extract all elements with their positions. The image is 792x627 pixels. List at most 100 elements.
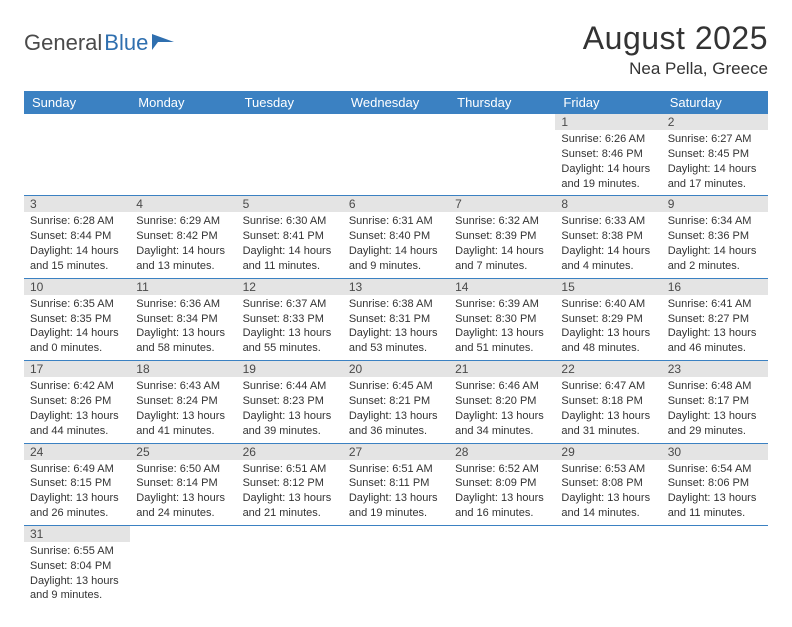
sunset-text: Sunset: 8:30 PM [455, 312, 549, 327]
day-content: Sunrise: 6:37 AMSunset: 8:33 PMDaylight:… [237, 295, 343, 360]
sunrise-text: Sunrise: 6:52 AM [455, 462, 549, 477]
header: GeneralBlue August 2025 Nea Pella, Greec… [24, 20, 768, 79]
calendar-cell: 11Sunrise: 6:36 AMSunset: 8:34 PMDayligh… [130, 278, 236, 360]
sunset-text: Sunset: 8:20 PM [455, 394, 549, 409]
sunset-text: Sunset: 8:23 PM [243, 394, 337, 409]
daylight-text: Daylight: 13 hours and 51 minutes. [455, 326, 549, 356]
day-number: 11 [130, 279, 236, 295]
daylight-text: Daylight: 14 hours and 19 minutes. [561, 162, 655, 192]
calendar-cell: 8Sunrise: 6:33 AMSunset: 8:38 PMDaylight… [555, 196, 661, 278]
daylight-text: Daylight: 13 hours and 34 minutes. [455, 409, 549, 439]
day-number: 19 [237, 361, 343, 377]
sunrise-text: Sunrise: 6:31 AM [349, 214, 443, 229]
calendar-cell: 12Sunrise: 6:37 AMSunset: 8:33 PMDayligh… [237, 278, 343, 360]
day-number: 31 [24, 526, 130, 542]
calendar-cell: 26Sunrise: 6:51 AMSunset: 8:12 PMDayligh… [237, 443, 343, 525]
day-number: 22 [555, 361, 661, 377]
calendar-cell: 7Sunrise: 6:32 AMSunset: 8:39 PMDaylight… [449, 196, 555, 278]
day-content: Sunrise: 6:51 AMSunset: 8:12 PMDaylight:… [237, 460, 343, 525]
calendar-cell: 13Sunrise: 6:38 AMSunset: 8:31 PMDayligh… [343, 278, 449, 360]
calendar-cell: 27Sunrise: 6:51 AMSunset: 8:11 PMDayligh… [343, 443, 449, 525]
day-number: 30 [662, 444, 768, 460]
daylight-text: Daylight: 14 hours and 0 minutes. [30, 326, 124, 356]
daylight-text: Daylight: 13 hours and 44 minutes. [30, 409, 124, 439]
day-number: 7 [449, 196, 555, 212]
day-number: 15 [555, 279, 661, 295]
daylight-text: Daylight: 14 hours and 17 minutes. [668, 162, 762, 192]
sunrise-text: Sunrise: 6:46 AM [455, 379, 549, 394]
calendar-cell: 17Sunrise: 6:42 AMSunset: 8:26 PMDayligh… [24, 361, 130, 443]
day-number: 2 [662, 114, 768, 130]
calendar-cell: 31Sunrise: 6:55 AMSunset: 8:04 PMDayligh… [24, 525, 130, 607]
day-number: 6 [343, 196, 449, 212]
sunset-text: Sunset: 8:18 PM [561, 394, 655, 409]
day-header: Thursday [449, 91, 555, 114]
calendar-cell [343, 525, 449, 607]
calendar-cell: 1Sunrise: 6:26 AMSunset: 8:46 PMDaylight… [555, 114, 661, 196]
day-number: 21 [449, 361, 555, 377]
day-content: Sunrise: 6:27 AMSunset: 8:45 PMDaylight:… [662, 130, 768, 195]
daylight-text: Daylight: 13 hours and 48 minutes. [561, 326, 655, 356]
sunset-text: Sunset: 8:26 PM [30, 394, 124, 409]
calendar-cell [555, 525, 661, 607]
calendar-cell [24, 114, 130, 196]
sunset-text: Sunset: 8:38 PM [561, 229, 655, 244]
calendar-cell: 20Sunrise: 6:45 AMSunset: 8:21 PMDayligh… [343, 361, 449, 443]
day-content: Sunrise: 6:38 AMSunset: 8:31 PMDaylight:… [343, 295, 449, 360]
day-header: Tuesday [237, 91, 343, 114]
calendar-cell: 6Sunrise: 6:31 AMSunset: 8:40 PMDaylight… [343, 196, 449, 278]
day-content: Sunrise: 6:30 AMSunset: 8:41 PMDaylight:… [237, 212, 343, 277]
day-number: 18 [130, 361, 236, 377]
daylight-text: Daylight: 13 hours and 19 minutes. [349, 491, 443, 521]
sunset-text: Sunset: 8:06 PM [668, 476, 762, 491]
day-content: Sunrise: 6:33 AMSunset: 8:38 PMDaylight:… [555, 212, 661, 277]
sunset-text: Sunset: 8:42 PM [136, 229, 230, 244]
day-number: 20 [343, 361, 449, 377]
sunrise-text: Sunrise: 6:51 AM [349, 462, 443, 477]
sunrise-text: Sunrise: 6:37 AM [243, 297, 337, 312]
daylight-text: Daylight: 14 hours and 9 minutes. [349, 244, 443, 274]
calendar-cell [343, 114, 449, 196]
calendar-cell [130, 525, 236, 607]
sunset-text: Sunset: 8:15 PM [30, 476, 124, 491]
sunrise-text: Sunrise: 6:33 AM [561, 214, 655, 229]
day-content: Sunrise: 6:28 AMSunset: 8:44 PMDaylight:… [24, 212, 130, 277]
sunset-text: Sunset: 8:35 PM [30, 312, 124, 327]
logo-word-general: General [24, 30, 102, 56]
day-content: Sunrise: 6:32 AMSunset: 8:39 PMDaylight:… [449, 212, 555, 277]
calendar-cell: 21Sunrise: 6:46 AMSunset: 8:20 PMDayligh… [449, 361, 555, 443]
day-content: Sunrise: 6:40 AMSunset: 8:29 PMDaylight:… [555, 295, 661, 360]
day-header: Sunday [24, 91, 130, 114]
sunrise-text: Sunrise: 6:26 AM [561, 132, 655, 147]
day-content: Sunrise: 6:55 AMSunset: 8:04 PMDaylight:… [24, 542, 130, 607]
calendar-cell: 3Sunrise: 6:28 AMSunset: 8:44 PMDaylight… [24, 196, 130, 278]
day-header: Monday [130, 91, 236, 114]
daylight-text: Daylight: 13 hours and 11 minutes. [668, 491, 762, 521]
sunrise-text: Sunrise: 6:35 AM [30, 297, 124, 312]
day-number: 9 [662, 196, 768, 212]
sunset-text: Sunset: 8:08 PM [561, 476, 655, 491]
day-number: 13 [343, 279, 449, 295]
day-content: Sunrise: 6:34 AMSunset: 8:36 PMDaylight:… [662, 212, 768, 277]
calendar-cell: 4Sunrise: 6:29 AMSunset: 8:42 PMDaylight… [130, 196, 236, 278]
calendar-cell: 29Sunrise: 6:53 AMSunset: 8:08 PMDayligh… [555, 443, 661, 525]
calendar-cell: 19Sunrise: 6:44 AMSunset: 8:23 PMDayligh… [237, 361, 343, 443]
calendar-week-row: 24Sunrise: 6:49 AMSunset: 8:15 PMDayligh… [24, 443, 768, 525]
calendar-cell [662, 525, 768, 607]
day-number: 29 [555, 444, 661, 460]
sunrise-text: Sunrise: 6:40 AM [561, 297, 655, 312]
calendar-cell: 30Sunrise: 6:54 AMSunset: 8:06 PMDayligh… [662, 443, 768, 525]
day-content: Sunrise: 6:46 AMSunset: 8:20 PMDaylight:… [449, 377, 555, 442]
day-number: 4 [130, 196, 236, 212]
calendar-cell: 2Sunrise: 6:27 AMSunset: 8:45 PMDaylight… [662, 114, 768, 196]
day-content: Sunrise: 6:49 AMSunset: 8:15 PMDaylight:… [24, 460, 130, 525]
sunrise-text: Sunrise: 6:38 AM [349, 297, 443, 312]
sunrise-text: Sunrise: 6:43 AM [136, 379, 230, 394]
sunrise-text: Sunrise: 6:28 AM [30, 214, 124, 229]
daylight-text: Daylight: 14 hours and 15 minutes. [30, 244, 124, 274]
day-content: Sunrise: 6:31 AMSunset: 8:40 PMDaylight:… [343, 212, 449, 277]
sunrise-text: Sunrise: 6:51 AM [243, 462, 337, 477]
calendar-cell [237, 525, 343, 607]
day-number: 26 [237, 444, 343, 460]
sunrise-text: Sunrise: 6:49 AM [30, 462, 124, 477]
